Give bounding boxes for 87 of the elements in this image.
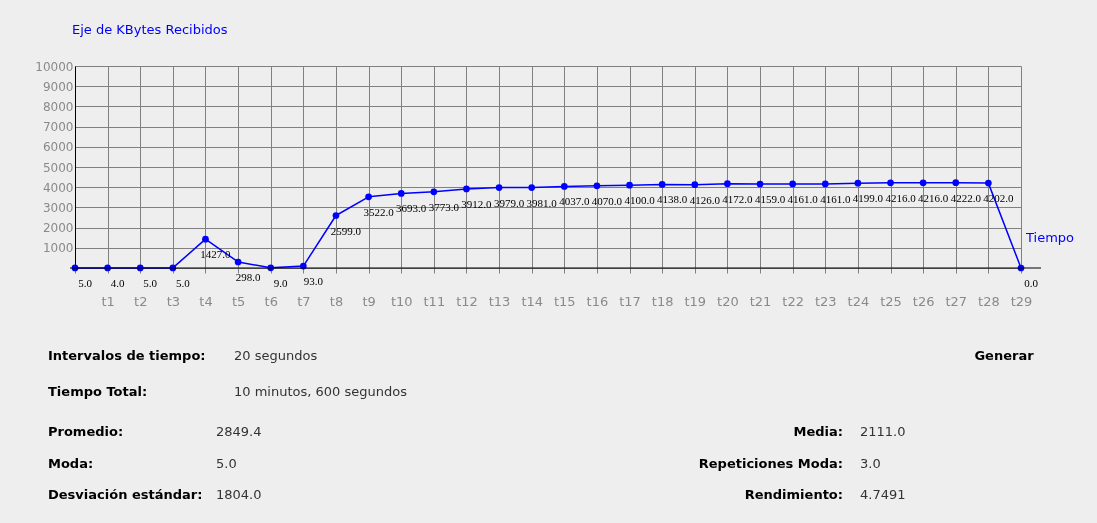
- text: Generar: [974, 348, 1035, 363]
- x-tick-label: t21: [749, 293, 772, 309]
- data-label: 4161.0: [820, 192, 851, 205]
- data-label: 298.0: [235, 270, 261, 283]
- x-axis-title: Tiempo: [1025, 230, 1075, 245]
- text: Repeticiones Moda:: [698, 456, 843, 471]
- x-tick-label: t1: [101, 293, 115, 309]
- y-axis-title: Eje de KBytes Recibidos: [72, 22, 228, 37]
- data-label: 4161.0: [787, 192, 819, 205]
- x-tick-label: t25: [880, 293, 902, 309]
- x-tick-label: t8: [329, 293, 344, 309]
- x-tick-label: t29: [1010, 293, 1033, 309]
- data-label: 5.0: [78, 276, 93, 289]
- data-label: 4126.0: [689, 193, 721, 206]
- data-label: 4070.0: [591, 194, 623, 207]
- data-label: 3912.0: [461, 197, 493, 210]
- data-label: 4138.0: [657, 193, 688, 206]
- x-tick-label: t27: [945, 293, 968, 309]
- x-tick-label: t28: [978, 293, 1000, 309]
- x-tick-label: t7: [297, 293, 311, 309]
- text: 10 minutos, 600 segundos: [234, 384, 408, 399]
- data-label: 3522.0: [363, 205, 395, 218]
- data-label: 0.0: [1024, 277, 1039, 289]
- data-label: 4222.0: [950, 191, 982, 204]
- x-tick-label: t19: [684, 293, 707, 309]
- y-tick-label: 10000: [35, 59, 74, 74]
- y-tick-label: 5000: [42, 160, 74, 175]
- x-tick-label: t22: [782, 293, 804, 309]
- x-tick-label: t13: [488, 293, 511, 309]
- text: Tiempo Total:: [48, 384, 148, 399]
- x-tick-label: t26: [912, 293, 935, 309]
- data-label: 3981.0: [526, 196, 558, 209]
- data-label: 3693.0: [396, 202, 427, 215]
- x-tick-label: t10: [390, 293, 413, 309]
- y-tick-label: 4000: [42, 180, 74, 195]
- y-tick-label: 3000: [42, 200, 74, 215]
- x-tick-label: t6: [264, 293, 278, 309]
- x-tick-label: t18: [651, 293, 674, 309]
- y-tick-label: 7000: [42, 120, 74, 135]
- x-tick-label: t2: [134, 293, 148, 309]
- data-label: 4172.0: [722, 192, 754, 205]
- text: 20 segundos: [234, 348, 318, 363]
- text: 2111.0: [860, 424, 906, 439]
- data-label: 4.0: [110, 276, 125, 289]
- data-label: 5.0: [143, 276, 158, 289]
- y-tick-label: 6000: [42, 140, 74, 155]
- data-label: 9.0: [273, 276, 289, 289]
- data-label: 4037.0: [559, 195, 590, 208]
- text: 1804.0: [216, 487, 262, 502]
- x-tick-label: t16: [586, 293, 609, 309]
- data-label: 4199.0: [852, 192, 884, 205]
- data-label: 4216.0: [918, 191, 949, 204]
- x-tick-label: t4: [199, 293, 213, 309]
- data-label: 4159.0: [754, 192, 786, 205]
- y-tick-label: 8000: [42, 99, 74, 114]
- x-tick-label: t5: [231, 293, 246, 309]
- text: 2849.4: [216, 424, 262, 439]
- data-label: 2599.0: [330, 224, 362, 237]
- data-label: 4100.0: [624, 194, 656, 207]
- y-tick-label: 9000: [42, 79, 74, 94]
- text: Rendimiento:: [744, 487, 843, 502]
- x-tick-label: t12: [456, 293, 478, 309]
- x-tick-label: t17: [619, 293, 641, 309]
- x-tick-label: t9: [362, 293, 376, 309]
- data-label: 3979.0: [493, 196, 525, 209]
- data-label: 93.0: [303, 275, 324, 288]
- data-label: 1427.0: [200, 248, 232, 261]
- x-tick-label: t20: [717, 293, 739, 309]
- text: Moda:: [48, 456, 94, 471]
- x-tick-label: t3: [166, 293, 181, 309]
- x-tick-label: t23: [814, 293, 837, 309]
- text: Intervalos de tiempo:: [48, 348, 206, 363]
- text: Promedio:: [48, 424, 124, 439]
- text: 4.7491: [860, 487, 906, 502]
- x-tick-label: t11: [423, 293, 446, 309]
- data-label: 5.0: [175, 276, 191, 289]
- text: Media:: [793, 424, 843, 439]
- y-tick-label: 2000: [42, 221, 74, 236]
- text: 5.0: [216, 456, 237, 471]
- data-label: 3773.0: [428, 200, 460, 213]
- x-tick-label: t24: [847, 293, 870, 309]
- x-tick-label: t14: [521, 293, 544, 309]
- data-label: 4216.0: [885, 191, 917, 204]
- x-tick-label: t15: [553, 293, 576, 309]
- text: 3.0: [860, 456, 881, 471]
- text: Desviación estándar:: [48, 487, 203, 502]
- y-tick-label: 1000: [42, 241, 74, 256]
